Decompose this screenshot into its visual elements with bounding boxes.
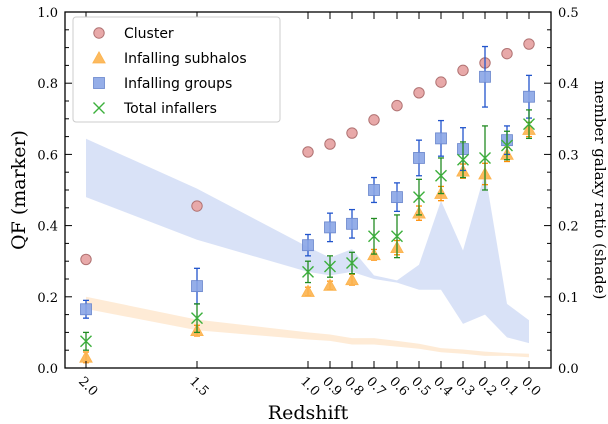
legend: Cluster Infalling subhalos Infalling group… (72, 16, 281, 123)
legend-label: Total infallers (123, 101, 217, 117)
data-point (391, 230, 403, 243)
y-right-tick-label: 0.1 (558, 291, 579, 306)
data-point (346, 256, 358, 269)
data-point (346, 217, 358, 230)
shaded-bands (86, 138, 529, 358)
x-tick-label: 2.0 (75, 374, 100, 399)
legend-label: Infalling groups (124, 76, 232, 92)
y-right-tick-label: 0.3 (558, 148, 579, 163)
legend-marker-square (93, 77, 105, 89)
data-point (457, 64, 469, 77)
legend-label: Infalling subhalos (124, 51, 247, 67)
shade-band-0 (86, 138, 529, 344)
data-point (302, 146, 314, 158)
legend-marker-circle (93, 27, 105, 39)
series-x (80, 109, 535, 351)
series-circle (80, 38, 535, 266)
data-point (302, 239, 314, 252)
data-point (368, 184, 380, 196)
data-point (368, 114, 380, 126)
legend-box (72, 16, 281, 123)
data-point (413, 87, 425, 99)
series-square (80, 45, 535, 319)
data-point (324, 138, 336, 150)
x-tick-label: 0.2 (474, 374, 499, 399)
data-point (457, 153, 469, 166)
data-point (80, 335, 92, 348)
y-right-tick-label: 0.2 (558, 220, 579, 235)
data-point (191, 312, 203, 325)
data-point (346, 127, 358, 139)
data-point (345, 272, 359, 286)
legend-marker-x (93, 102, 105, 114)
legend-marker-triangle (92, 50, 106, 64)
data-point (479, 151, 491, 164)
data-point (501, 47, 513, 60)
x-tick-label: 0.9 (319, 374, 344, 399)
data-point (80, 253, 92, 266)
legend-label: Cluster (124, 26, 174, 42)
x-tick-label: 1.0 (297, 374, 322, 399)
y-right-tick-label: 0.0 (558, 362, 579, 377)
x-tick-label: 0.3 (452, 374, 477, 399)
x-tick-label: 0.4 (430, 374, 455, 399)
data-point (413, 191, 425, 204)
y-tick-label: 0.4 (37, 220, 58, 235)
data-point (523, 90, 535, 103)
y-tick-label: 0.8 (37, 77, 58, 92)
data-point (324, 260, 336, 273)
data-point (324, 221, 336, 234)
y-tick-label: 0.2 (37, 291, 58, 306)
x-tick-label: 0.0 (518, 374, 543, 399)
y-tick-label: 0.6 (37, 148, 58, 163)
y-right-tick-label: 0.5 (558, 6, 579, 21)
data-point (391, 99, 403, 112)
x-axis-title: Redshift (268, 402, 349, 424)
x-tick-label: 0.7 (363, 374, 388, 399)
data-point (435, 76, 447, 88)
y-axis-title: QF (marker) (8, 130, 30, 250)
y-axis-right-title: member galaxy ratio (shade) (591, 81, 608, 300)
data-point (323, 278, 337, 291)
data-point (79, 350, 93, 363)
y-tick-label: 0.0 (37, 362, 58, 377)
y-tick-label: 1.0 (37, 6, 58, 21)
data-point (501, 139, 513, 152)
data-point (302, 265, 314, 278)
data-point (435, 132, 447, 145)
x-tick-label: 0.6 (386, 374, 411, 399)
data-point (191, 280, 203, 293)
data-point (391, 191, 403, 204)
data-series (79, 38, 536, 364)
x-tick-label: 1.5 (186, 374, 211, 399)
data-point (301, 284, 315, 297)
data-point (368, 230, 380, 243)
data-point (413, 152, 425, 164)
data-point (523, 38, 535, 50)
x-tick-label: 0.5 (408, 374, 433, 399)
data-point (435, 169, 447, 182)
y-right-tick-label: 0.4 (558, 77, 579, 92)
x-tick-label: 0.1 (496, 374, 521, 399)
data-point (523, 118, 535, 131)
data-point (479, 70, 491, 83)
data-point (80, 303, 92, 316)
data-point (191, 200, 203, 212)
x-tick-label: 0.8 (341, 374, 366, 399)
